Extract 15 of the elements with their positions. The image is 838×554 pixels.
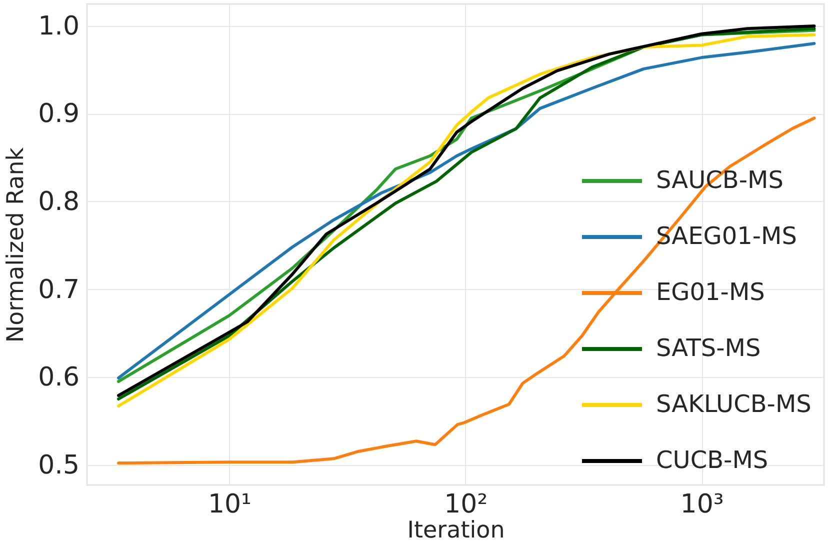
x-axis-title: Iteration — [407, 518, 505, 544]
y-tick-label: 0.7 — [38, 274, 80, 305]
x-tick-label: 10¹ — [208, 490, 252, 520]
y-tick-label: 0.8 — [38, 186, 80, 217]
legend-label: SATS-MS — [656, 334, 761, 362]
y-tick-label: 1.0 — [38, 11, 80, 42]
y-tick-label: 0.9 — [38, 99, 80, 130]
legend-label: CUCB-MS — [656, 446, 768, 474]
legend-label: EG01-MS — [656, 278, 765, 306]
legend-label: SAKLUCB-MS — [656, 390, 812, 418]
x-tick-label: 10³ — [680, 490, 724, 520]
x-tick-label: 10² — [444, 490, 488, 520]
y-tick-label: 0.5 — [38, 450, 80, 480]
y-tick-label: 0.6 — [38, 362, 80, 393]
y-axis-title: Normalized Rank — [3, 146, 30, 343]
